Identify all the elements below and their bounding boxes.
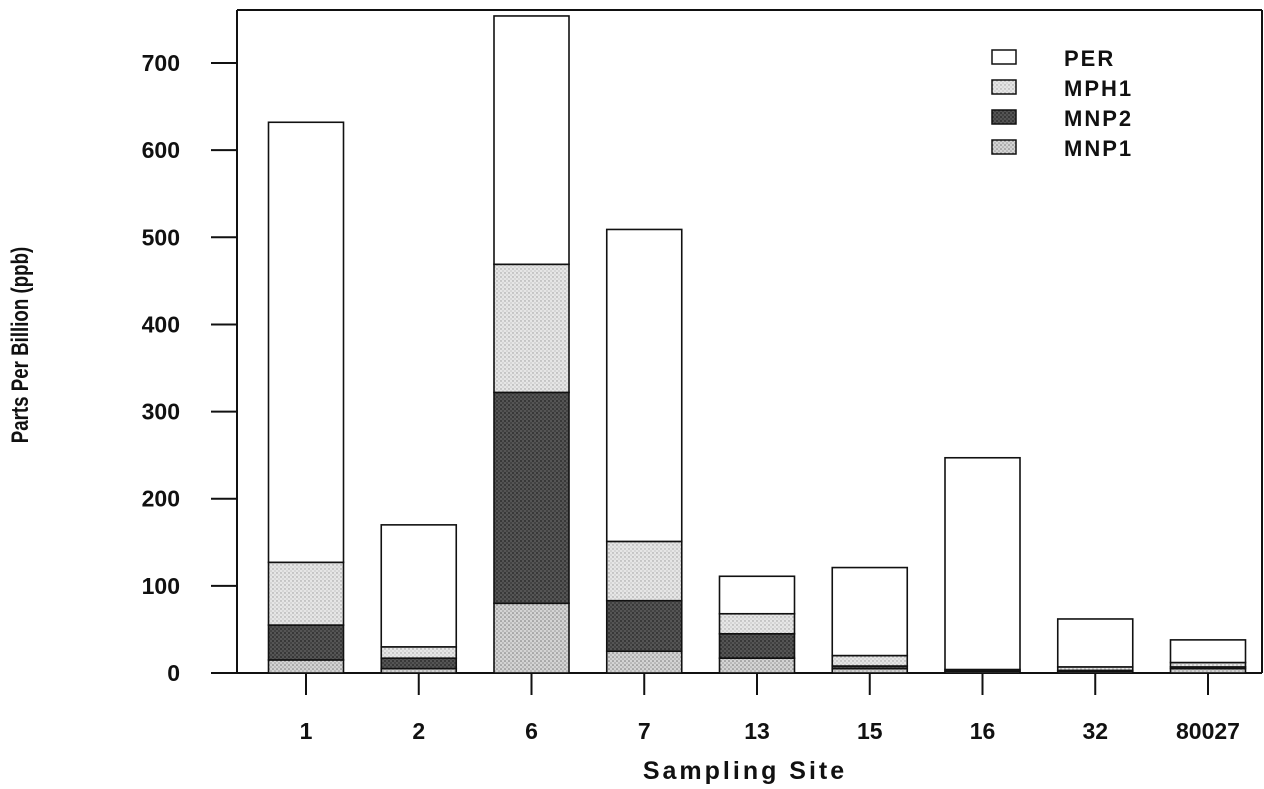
bar-segment-mnp2 — [493, 391, 570, 605]
y-tick-label: 600 — [142, 137, 180, 163]
bar-segment-per — [1056, 618, 1134, 668]
bar-segment-per — [380, 524, 458, 648]
legend-label: MNP2 — [1064, 106, 1133, 131]
y-tick-label: 100 — [142, 573, 180, 599]
bar-segment-per — [944, 456, 1021, 671]
bar-segment-mnp2 — [380, 657, 458, 670]
x-tick-label: 1 — [300, 718, 313, 744]
y-axis-title: Parts Per Billion (ppb) — [7, 247, 34, 444]
bar-segment-mnp2 — [605, 599, 683, 653]
bar-segment-mph1 — [718, 612, 796, 635]
legend-swatch — [991, 49, 1017, 65]
bar-segment-mph1 — [831, 654, 909, 667]
bar-segment-mnp1 — [493, 602, 570, 674]
y-tick-label: 400 — [142, 311, 180, 337]
x-tick-label: 80027 — [1176, 718, 1240, 744]
bar-segment-mnp2 — [267, 624, 345, 661]
y-tick-label: 0 — [167, 660, 180, 686]
legend-label: PER — [1064, 46, 1115, 71]
bar-segment-per — [831, 566, 909, 657]
legend-swatch — [991, 79, 1017, 95]
bar-segment-mnp2 — [718, 632, 796, 659]
x-tick-label: 7 — [638, 718, 651, 744]
x-axis-title: Sampling Site — [643, 757, 847, 785]
x-axis: 1 2 6 7 13 15 16 32 80027 — [300, 673, 1240, 744]
y-tick-label: 500 — [142, 224, 180, 250]
legend: PER MPH1 MNP2 MNP1 — [991, 46, 1133, 161]
legend-label: MNP1 — [1064, 136, 1133, 161]
x-tick-label: 2 — [412, 718, 425, 744]
bar-segment-mph1 — [380, 646, 458, 659]
bar-segment-mnp1 — [267, 659, 345, 674]
bars — [267, 15, 1247, 674]
y-tick-label: 200 — [142, 486, 180, 512]
bar-segment-mph1 — [605, 540, 683, 602]
x-tick-label: 16 — [970, 718, 996, 744]
x-tick-label: 6 — [525, 718, 538, 744]
x-tick-label: 32 — [1082, 718, 1108, 744]
y-tick-label: 700 — [142, 50, 180, 76]
bar-segment-mph1 — [493, 263, 570, 394]
bar-segment-per — [1169, 639, 1247, 664]
bar-segment-mnp1 — [718, 657, 796, 674]
bar-segment-per — [605, 228, 683, 543]
bar-segment-mph1 — [267, 561, 345, 626]
legend-label: MPH1 — [1064, 76, 1133, 101]
y-axis: 0 100 200 300 400 500 600 700 — [142, 50, 237, 686]
bar-segment-per — [718, 575, 796, 615]
x-tick-label: 13 — [744, 718, 770, 744]
legend-swatch — [991, 139, 1017, 155]
bar-segment-mnp1 — [605, 650, 683, 674]
y-tick-label: 300 — [142, 399, 180, 425]
x-tick-label: 15 — [857, 718, 883, 744]
bar-segment-per — [493, 15, 570, 266]
bar-segment-per — [267, 121, 345, 564]
legend-swatch — [991, 109, 1017, 125]
